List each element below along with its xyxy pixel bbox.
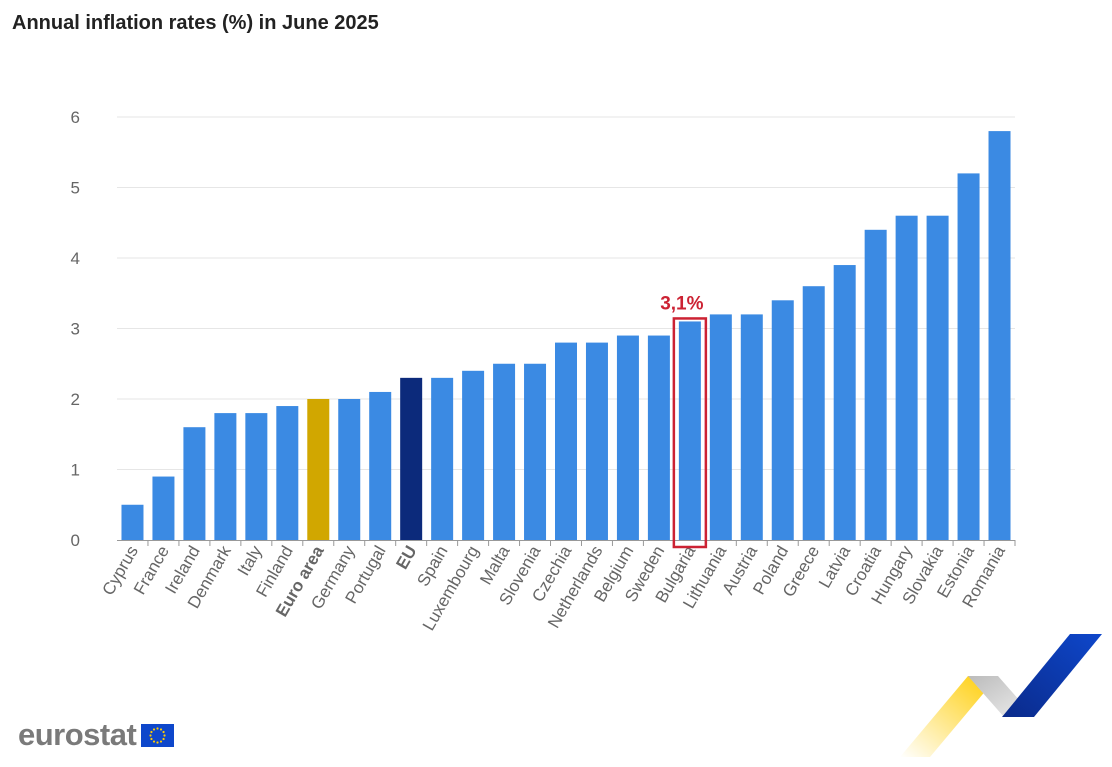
bar-greece bbox=[802, 286, 825, 540]
bar-eu bbox=[400, 377, 423, 540]
bar-poland bbox=[771, 300, 794, 540]
bar-cyprus bbox=[121, 504, 144, 540]
bar-austria bbox=[740, 314, 763, 540]
y-tick-label: 1 bbox=[71, 461, 80, 480]
bar-luxembourg bbox=[462, 370, 485, 540]
bar-italy bbox=[245, 413, 268, 540]
bar-ireland bbox=[183, 427, 206, 540]
eu-flag-icon bbox=[141, 723, 175, 747]
bar-denmark bbox=[214, 413, 237, 540]
bar-slovenia bbox=[524, 363, 547, 540]
bar-latvia bbox=[833, 265, 856, 540]
bar-germany bbox=[338, 399, 361, 540]
bar-hungary bbox=[895, 215, 918, 540]
bar-france bbox=[152, 476, 175, 540]
bar-malta bbox=[493, 363, 516, 540]
bar-netherlands bbox=[585, 342, 608, 540]
y-tick-label: 2 bbox=[71, 390, 80, 409]
bar-estonia bbox=[957, 173, 980, 540]
logo-text: eurostat bbox=[18, 717, 137, 752]
bar-sweden bbox=[647, 335, 670, 540]
bar-lithuania bbox=[709, 314, 732, 540]
highlight-data-label: 3,1% bbox=[660, 293, 703, 314]
y-tick-label: 4 bbox=[71, 249, 80, 268]
y-tick-label: 3 bbox=[71, 320, 80, 339]
bar-spain bbox=[431, 377, 454, 540]
bar-portugal bbox=[369, 391, 392, 540]
bar-finland bbox=[276, 406, 299, 540]
y-tick-label: 6 bbox=[71, 108, 80, 127]
bar-belgium bbox=[616, 335, 639, 540]
eurostat-logo: eurostat bbox=[18, 717, 175, 753]
bar-slovakia bbox=[926, 215, 949, 540]
bar-czechia bbox=[555, 342, 577, 540]
bar-bulgaria bbox=[678, 321, 701, 540]
chart-title: Annual inflation rates (%) in June 2025 bbox=[12, 12, 379, 34]
bar-croatia bbox=[864, 229, 887, 541]
highlight-box bbox=[672, 317, 708, 549]
y-tick-label: 5 bbox=[71, 179, 80, 198]
bar-romania bbox=[988, 131, 1011, 540]
bar-euro-area bbox=[307, 399, 330, 540]
y-tick-label: 0 bbox=[71, 531, 80, 550]
